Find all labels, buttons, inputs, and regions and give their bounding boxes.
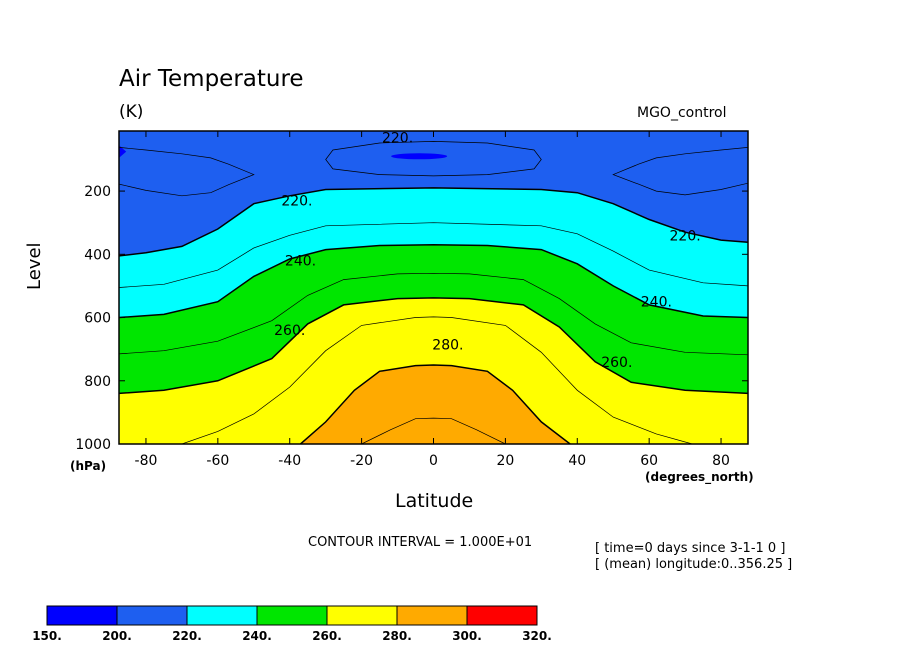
isotherm-240-5 xyxy=(119,244,748,319)
y-tick-label-2: 600 xyxy=(84,311,111,327)
chart-units: (K) xyxy=(119,102,144,122)
y-axis-unit: (hPa) xyxy=(70,459,107,473)
isotherm-230-4 xyxy=(119,222,748,288)
x-axis-label: Latitude xyxy=(395,490,474,512)
isotherm-270-8 xyxy=(181,316,693,444)
band-above-290-0 xyxy=(361,418,506,444)
x-tick-label-4: 0 xyxy=(429,453,438,469)
y-tick-label-4: 1000 xyxy=(75,437,111,453)
y-tick-label-3: 800 xyxy=(84,374,111,390)
contour-fills xyxy=(119,131,748,444)
isotherm-280-9 xyxy=(300,364,571,444)
y-axis-label: Level xyxy=(24,242,45,290)
contour-label-0: 220. xyxy=(382,130,413,146)
band-210-region-1 xyxy=(613,147,748,195)
contour-label-5: 220. xyxy=(670,228,701,244)
x-tick-label-1: -60 xyxy=(206,453,229,469)
longitude-info: [ (mean) longitude:0..356.25 ] xyxy=(595,557,793,572)
contour-label-3: 260. xyxy=(274,323,305,339)
x-axis-unit: (degrees_north) xyxy=(645,470,754,484)
band-below-200-edge xyxy=(119,145,127,158)
colorbar: 150. 200. 220. 240. 260. 280. 300. 320. xyxy=(32,605,552,643)
band-210-region-0 xyxy=(119,147,254,196)
isotherm-220-3 xyxy=(119,187,748,257)
x-tick-label-7: 60 xyxy=(640,453,658,469)
colorbar-label-2: 220. xyxy=(172,629,202,643)
colorbar-swatch-4 xyxy=(326,605,398,626)
colorbar-swatch-5 xyxy=(396,605,468,626)
chart-title: Air Temperature xyxy=(119,66,304,92)
isotherm-210-0 xyxy=(119,147,255,197)
colorbar-label-7: 320. xyxy=(522,629,552,643)
contour-label-7: 260. xyxy=(601,355,632,371)
contour-label-6: 240. xyxy=(641,295,672,311)
contour-label-2: 240. xyxy=(285,254,316,270)
colorbar-label-0: 150. xyxy=(32,629,62,643)
y-axis-ticks: 200 400 600 800 1000 xyxy=(75,184,748,453)
isotherm-210-2 xyxy=(325,141,542,177)
isotherm-250-6 xyxy=(119,272,748,356)
contour-label-4: 280. xyxy=(432,337,463,353)
colorbar-swatch-1 xyxy=(116,605,188,626)
contour-labels: 220. 220. 240. 260. 280. 220. 240. 260. xyxy=(274,130,701,370)
x-tick-label-2: -40 xyxy=(278,453,301,469)
band-above-280-0 xyxy=(300,365,571,444)
x-tick-label-5: 20 xyxy=(496,453,514,469)
x-tick-label-8: 80 xyxy=(712,453,730,469)
isotherm-290-10 xyxy=(361,417,506,444)
colorbar-label-4: 260. xyxy=(312,629,342,643)
colorbar-label-1: 200. xyxy=(102,629,132,643)
colorbar-label-6: 300. xyxy=(452,629,482,643)
isotherm-260-7 xyxy=(119,297,748,395)
colorbar-swatch-3 xyxy=(256,605,328,626)
x-tick-label-0: -80 xyxy=(135,453,158,469)
colorbar-swatch-6 xyxy=(466,605,538,626)
y-tick-label-0: 200 xyxy=(84,184,111,200)
band-below-200-core xyxy=(391,153,448,160)
x-tick-label-6: 40 xyxy=(568,453,586,469)
contour-interval: CONTOUR INTERVAL = 1.000E+01 xyxy=(308,535,533,550)
x-axis-ticks: -80 -60 -40 -20 0 20 40 60 80 xyxy=(135,131,730,469)
isotherm-lines xyxy=(119,141,748,444)
colorbar-label-5: 280. xyxy=(382,629,412,643)
x-tick-label-3: -20 xyxy=(350,453,373,469)
colorbar-swatch-2 xyxy=(186,605,258,626)
time-info: [ time=0 days since 3-1-1 0 ] xyxy=(595,541,786,556)
colorbar-label-3: 240. xyxy=(242,629,272,643)
colorbar-swatch-0 xyxy=(46,605,118,626)
isotherm-210-1 xyxy=(612,147,748,196)
y-tick-label-1: 400 xyxy=(84,247,111,263)
dataset-name: MGO_control xyxy=(637,105,727,121)
contour-label-1: 220. xyxy=(281,194,312,210)
